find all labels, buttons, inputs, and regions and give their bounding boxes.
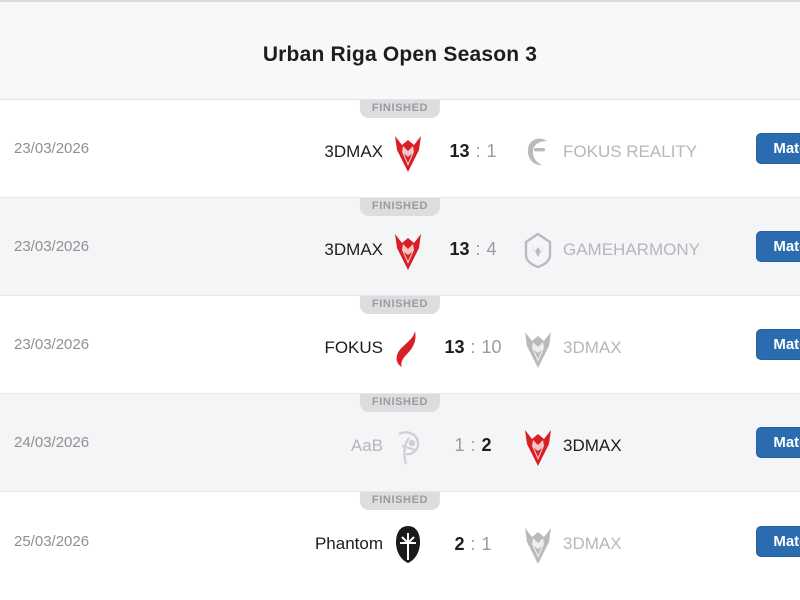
away-team[interactable]: 3DMAX [521, 426, 736, 466]
match-center: Phantom 2:1 3DMAX [210, 524, 736, 564]
match-score: 13:4 [425, 239, 521, 260]
3dmax-logo [395, 135, 421, 172]
match-row[interactable]: FINISHED 25/03/2026 Phantom 2:1 3DMAX Match [0, 492, 800, 590]
match-row[interactable]: FINISHED 23/03/2026 3DMAX 13:4 GAMEHARMONY Ma… [0, 198, 800, 296]
home-team[interactable]: FOKUS [210, 328, 425, 368]
match-center: AaB 1:2 3DMAX [210, 426, 736, 466]
home-score: 13 [449, 141, 470, 161]
match-list: FINISHED 23/03/2026 3DMAX 13:1 FOKUS REALITY… [0, 100, 800, 600]
score-separator: : [470, 337, 476, 357]
match-center: FOKUS 13:10 3DMAX [210, 328, 736, 368]
home-team-name: FOKUS [324, 337, 383, 357]
match-button[interactable]: Match [756, 231, 800, 262]
home-team[interactable]: 3DMAX [210, 132, 425, 172]
status-badge: FINISHED [359, 100, 441, 118]
away-team-name: FOKUS REALITY [563, 141, 698, 161]
match-action: Match [736, 427, 800, 458]
match-score: 2:1 [425, 534, 521, 555]
match-button[interactable]: Match [756, 329, 800, 360]
match-score: 1:2 [425, 435, 521, 456]
home-team[interactable]: Phantom [210, 524, 425, 564]
match-action: Match [736, 329, 800, 360]
match-date: 24/03/2026 [14, 434, 90, 451]
page-title: Urban Riga Open Season 3 [262, 42, 538, 66]
match-action: Match [736, 231, 800, 262]
match-button[interactable]: Match [756, 133, 800, 164]
match-center: 3DMAX 13:4 GAMEHARMONY [210, 230, 736, 270]
3dmax-logo [525, 429, 551, 466]
home-team-name: 3DMAX [324, 239, 383, 259]
away-score: 4 [486, 239, 497, 259]
match-action: Match [736, 133, 800, 164]
status-badge: FINISHED [359, 394, 441, 412]
home-score: 13 [449, 239, 470, 259]
away-score: 1 [486, 141, 497, 161]
away-team-name: 3DMAX [563, 435, 622, 455]
match-date: 25/03/2026 [14, 532, 90, 550]
match-button[interactable]: Match [756, 525, 800, 557]
home-team[interactable]: 3DMAX [210, 230, 425, 270]
3dmax-logo [395, 233, 421, 270]
match-row[interactable]: FINISHED 24/03/2026 AaB 1:2 3DMAX Match [0, 394, 800, 492]
match-date: 23/03/2026 [14, 336, 90, 353]
away-team-name: 3DMAX [563, 534, 622, 553]
away-team-name: 3DMAX [563, 337, 622, 357]
fokus-logo [396, 330, 416, 367]
match-action: Match [736, 525, 800, 557]
home-score: 13 [444, 337, 465, 357]
away-score: 2 [481, 435, 492, 455]
away-score: 1 [481, 533, 492, 554]
away-team-name: GAMEHARMONY [563, 239, 700, 259]
match-date: 23/03/2026 [14, 238, 90, 255]
match-score: 13:1 [425, 141, 521, 162]
match-score: 13:10 [425, 337, 521, 358]
match-button[interactable]: Match [756, 427, 800, 458]
tournament-header: Urban Riga Open Season 3 [0, 0, 800, 100]
3dmax-logo [525, 331, 551, 368]
home-score: 1 [454, 435, 465, 455]
score-separator: : [475, 141, 481, 161]
score-separator: : [470, 435, 476, 455]
match-date: 23/03/2026 [14, 140, 90, 157]
away-team[interactable]: GAMEHARMONY [521, 230, 736, 270]
away-team[interactable]: 3DMAX [521, 328, 736, 368]
phantom-logo [396, 526, 420, 563]
status-badge: FINISHED [359, 492, 441, 510]
home-team-name: Phantom [314, 534, 383, 553]
aab-logo [398, 430, 420, 464]
gameharmony-logo [524, 232, 552, 268]
away-team[interactable]: 3DMAX [521, 524, 736, 564]
status-badge: FINISHED [359, 296, 441, 314]
away-team[interactable]: FOKUS REALITY [521, 132, 736, 172]
3dmax-logo [525, 528, 551, 564]
fokus-reality-logo [527, 138, 547, 165]
score-separator: : [475, 239, 481, 259]
away-score: 10 [481, 337, 502, 357]
home-team-name: 3DMAX [324, 141, 383, 161]
status-badge: FINISHED [359, 198, 441, 216]
score-separator: : [470, 533, 476, 554]
home-team-name: AaB [350, 435, 383, 455]
match-center: 3DMAX 13:1 FOKUS REALITY [210, 132, 736, 172]
home-team[interactable]: AaB [210, 426, 425, 466]
match-row[interactable]: FINISHED 23/03/2026 3DMAX 13:1 FOKUS REALITY… [0, 100, 800, 198]
match-row[interactable]: FINISHED 23/03/2026 FOKUS 13:10 3DMAX Match [0, 296, 800, 394]
home-score: 2 [454, 533, 465, 554]
